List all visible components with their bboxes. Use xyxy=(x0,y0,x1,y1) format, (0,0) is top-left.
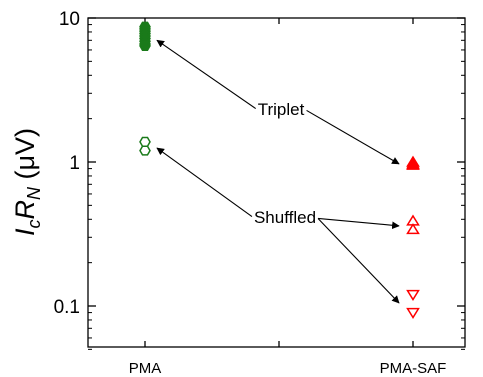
data-point xyxy=(139,40,151,51)
annotation-arrow xyxy=(306,109,400,165)
annotation-arrow xyxy=(156,39,257,110)
annotation-arrow xyxy=(156,147,253,217)
annotations: Triplet Shuffled xyxy=(254,100,316,227)
x-category-label: PMA-SAF xyxy=(380,360,447,377)
annotation-arrow xyxy=(317,217,400,230)
data-point xyxy=(406,158,420,170)
data-point xyxy=(406,289,420,301)
y-tick-label: 10 xyxy=(59,9,80,30)
y-axis-label: IcRN (μV) xyxy=(10,128,44,236)
data-points xyxy=(139,21,420,319)
data-point xyxy=(406,307,420,319)
annotation-arrow xyxy=(317,218,400,304)
x-category-label: PMA xyxy=(129,360,162,377)
annotation-arrows xyxy=(156,39,400,304)
annotation-label: Shuffled xyxy=(254,208,316,227)
annotation-label: Triplet xyxy=(258,100,305,119)
y-tick-label: 0.1 xyxy=(54,297,80,318)
data-point xyxy=(139,136,151,147)
x-axis: PMA PMA-SAF xyxy=(129,18,447,377)
y-axis: 0.1 1 10 xyxy=(54,9,465,350)
y-tick-label: 1 xyxy=(69,153,80,174)
data-point xyxy=(139,145,151,156)
plot-frame xyxy=(87,17,466,348)
data-point xyxy=(406,223,420,235)
